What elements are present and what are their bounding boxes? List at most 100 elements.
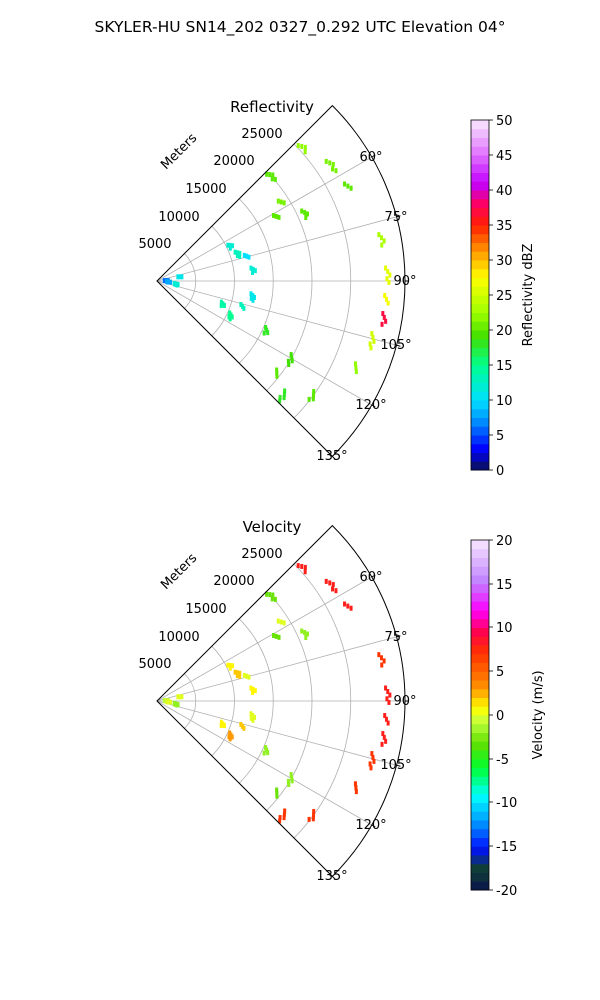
echo-gate: [387, 279, 391, 285]
echo-gate: [253, 268, 257, 274]
echo-gate: [382, 238, 386, 244]
echo-gate: [300, 563, 304, 569]
colorbar-segment: [471, 575, 489, 585]
colorbar-segment: [471, 706, 489, 716]
echo-gate: [242, 305, 246, 311]
range-tick: 10000: [158, 210, 199, 225]
azimuth-spoke: [156, 280, 397, 346]
echo-gate: [266, 750, 270, 756]
colorbar-tick: 15: [496, 359, 513, 374]
echo-gate: [276, 618, 280, 624]
colorbar-segment: [471, 653, 489, 663]
echo-gate: [251, 686, 255, 692]
azimuth-tick: 75°: [384, 210, 407, 225]
azimuth-spoke: [156, 700, 372, 826]
echo-gate: [230, 734, 234, 740]
colorbar-segment: [471, 417, 489, 427]
echo-gate: [354, 789, 358, 795]
echo-gate: [287, 361, 291, 367]
echo-gate: [282, 200, 286, 206]
azimuth-tick: 75°: [384, 630, 407, 645]
echo-gate: [253, 294, 257, 300]
echo-gate: [276, 198, 280, 204]
echo-gate: [296, 563, 300, 569]
echo-gate: [369, 765, 373, 771]
echo-gate: [388, 272, 392, 278]
colorbar-segment: [471, 373, 489, 383]
echo-gate: [278, 815, 282, 821]
colorbar-segment: [471, 461, 489, 471]
reflectivity-echoes: [162, 143, 392, 404]
colorbar-segment: [471, 260, 489, 270]
echo-gate: [300, 628, 304, 634]
echo-gate: [353, 361, 357, 367]
echo-gate: [380, 741, 384, 747]
colorbar-tick: -5: [496, 753, 509, 768]
echo-gate: [228, 242, 232, 248]
velocity-panel: Velocity Meters 5000 10000 15000 20000 2…: [138, 518, 546, 899]
colorbar-segment: [471, 268, 489, 278]
colorbar-segment: [471, 671, 489, 681]
echo-gate: [228, 245, 232, 251]
echo-gate: [253, 714, 257, 720]
echo-gate: [251, 713, 255, 719]
colorbar-segment: [471, 286, 489, 296]
echo-gate: [386, 300, 390, 306]
azimuth-spoke: [156, 636, 397, 702]
colorbar-tick: 35: [496, 219, 513, 234]
range-tick: 10000: [158, 630, 199, 645]
azimuth-tick: 105°: [380, 338, 411, 353]
echo-gate: [249, 715, 253, 721]
colorbar-segment: [471, 872, 489, 882]
echo-gate: [286, 778, 290, 784]
echo-gate: [265, 171, 269, 177]
echo-gate: [277, 634, 281, 640]
echo-gate: [231, 243, 235, 249]
colorbar-segment: [471, 697, 489, 707]
echo-gate: [250, 689, 254, 695]
colorbar-segment: [471, 837, 489, 847]
echo-gate: [290, 358, 294, 364]
colorbar-segment: [471, 688, 489, 698]
echo-gate: [249, 685, 253, 691]
echo-gate: [278, 395, 282, 401]
colorbar-tick: 5: [496, 665, 504, 680]
echo-gate: [251, 266, 255, 272]
colorbar-tick: 30: [496, 254, 513, 269]
velocity-colorbar-ticks: -20 -15 -10 -5 0 5 10 15 20: [496, 534, 517, 899]
echo-gate: [250, 269, 254, 275]
echo-gate: [253, 688, 257, 694]
echo-gate: [180, 694, 184, 700]
echo-gate: [307, 396, 311, 402]
azimuth-spoke: [156, 576, 372, 702]
azimuth-tick: 120°: [355, 398, 386, 413]
echo-gate: [251, 297, 255, 303]
velocity-range-ticks: 5000 10000 15000 20000 25000: [138, 547, 282, 672]
echo-gate: [274, 633, 278, 639]
reflectivity-colorbar-label: Reflectivity dBZ: [521, 244, 536, 347]
echo-gate: [275, 367, 279, 373]
colorbar-segment: [471, 137, 489, 147]
reflectivity-panel: Reflectivity Meters 5000 10000 15000 200…: [138, 98, 536, 479]
echo-gate: [380, 321, 384, 327]
colorbar-tick: -20: [496, 884, 517, 899]
echo-gate: [384, 318, 388, 324]
colorbar-segment: [471, 391, 489, 401]
reflectivity-range-label: Meters: [158, 131, 200, 173]
echo-gate: [286, 358, 290, 364]
echo-gate: [383, 293, 387, 299]
echo-gate: [282, 811, 286, 817]
colorbar-segment: [471, 828, 489, 838]
echo-gate: [271, 213, 275, 219]
echo-gate: [228, 662, 232, 668]
echo-gate: [304, 215, 308, 221]
echo-gate: [221, 301, 225, 307]
colorbar-tick: -10: [496, 796, 517, 811]
echo-gate: [265, 327, 269, 333]
colorbar-segment: [471, 347, 489, 357]
echo-gate: [178, 274, 182, 280]
colorbar-segment: [471, 242, 489, 252]
echo-gate: [271, 172, 275, 178]
colorbar-segment: [471, 785, 489, 795]
